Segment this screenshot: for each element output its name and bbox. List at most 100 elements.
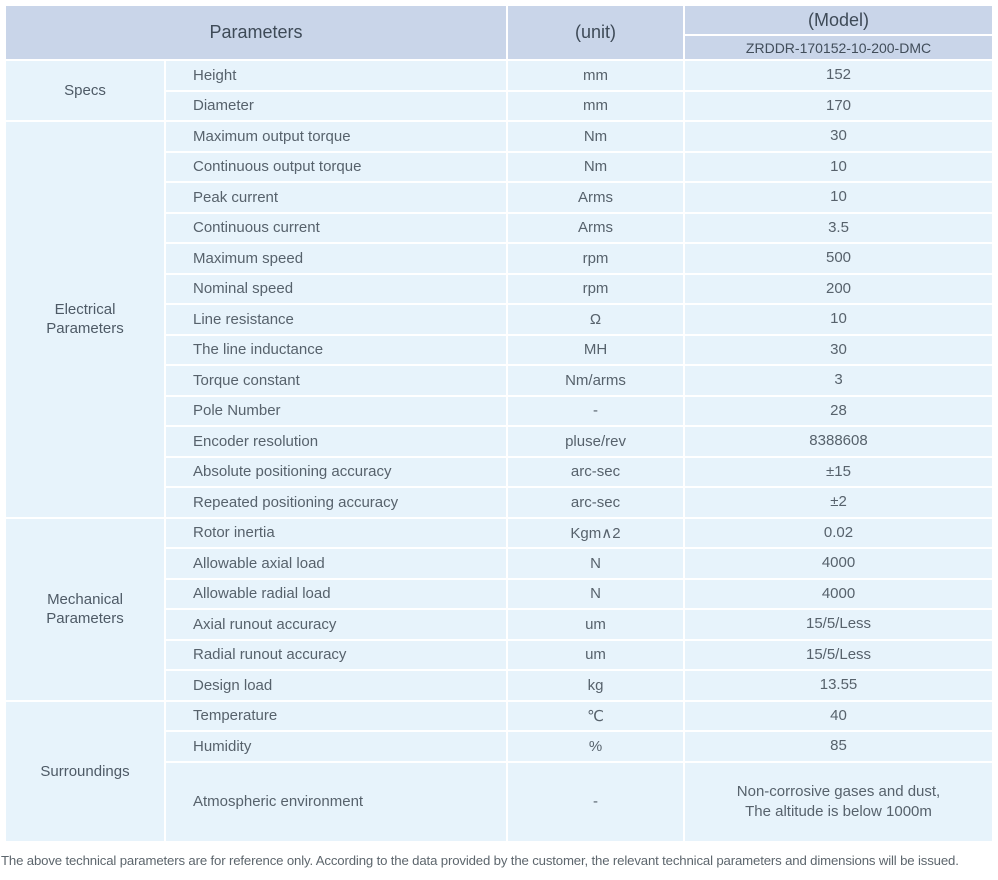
table-row: Continuous current Arms 3.5	[6, 213, 992, 242]
unit-cell: Arms	[508, 213, 684, 242]
value-cell: 10	[685, 305, 992, 334]
value-cell: 10	[685, 152, 992, 181]
name-cell: Encoder resolution	[166, 427, 507, 456]
name-cell: Maximum output torque	[166, 122, 507, 151]
value-cell: 15/5/Less	[685, 640, 992, 669]
name-cell: Continuous output torque	[166, 152, 507, 181]
unit-cell: Arms	[508, 183, 684, 212]
table-row: Absolute positioning accuracy arc-sec ±15	[6, 457, 992, 486]
table-row: Repeated positioning accuracy arc-sec ±2	[6, 488, 992, 517]
value-cell: 15/5/Less	[685, 610, 992, 639]
value-cell: 200	[685, 274, 992, 303]
table-row: Specs Height mm 152	[6, 61, 992, 120]
footnote-text: The above technical parameters are for r…	[1, 853, 959, 868]
name-cell: Allowable axial load	[166, 549, 507, 578]
value-cell: 0.02	[685, 518, 992, 547]
value-cell: 4000	[685, 579, 992, 608]
unit-cell: rpm	[508, 244, 684, 273]
name-cell: The line inductance	[166, 335, 507, 364]
table-row: Pole Number -28	[6, 396, 992, 425]
value-cell: ±15	[685, 457, 992, 486]
value-cell: 3	[685, 366, 992, 395]
unit-cell: um	[508, 610, 684, 639]
name-cell: Temperature	[166, 701, 507, 730]
name-cell: Height	[166, 61, 507, 90]
table-row: Allowable radial load N 4000	[6, 579, 992, 608]
value-cell: 30	[685, 122, 992, 151]
name-cell: Nominal speed	[166, 274, 507, 303]
unit-cell: Nm	[508, 152, 684, 181]
name-cell: Atmospheric environment	[166, 762, 507, 841]
group-cell: Electrical Parameters	[6, 122, 164, 517]
name-cell: Rotor inertia	[166, 518, 507, 547]
unit-cell: um	[508, 640, 684, 669]
value-cell: 170	[685, 91, 992, 120]
unit-cell: Ω	[508, 305, 684, 334]
header-model-number: ZRDDR-170152-10-200-DMC	[685, 36, 992, 59]
name-cell: Axial runout accuracy	[166, 610, 507, 639]
unit-cell: Kgm∧2	[508, 518, 684, 547]
table-row: Design load kg 13.55	[6, 671, 992, 700]
unit-cell: pluse/rev	[508, 427, 684, 456]
group-cell: Specs	[6, 61, 164, 120]
table-row: The line inductance MH 30	[6, 335, 992, 364]
value-cell: 13.55	[685, 671, 992, 700]
name-cell: Absolute positioning accuracy	[166, 457, 507, 486]
unit-cell: -	[508, 762, 684, 841]
value-cell: 500	[685, 244, 992, 273]
unit-cell: ℃	[508, 701, 684, 730]
unit-cell: arc-sec	[508, 488, 684, 517]
table-row: Torque constant Nm/arms 3	[6, 366, 992, 395]
table-row: Continuous output torque Nm 10	[6, 152, 992, 181]
name-cell: Continuous current	[166, 213, 507, 242]
name-cell: Radial runout accuracy	[166, 640, 507, 669]
value-cell: 152	[685, 61, 992, 90]
table-row: Radial runout accuracy um 15/5/Less	[6, 640, 992, 669]
table-row: Atmospheric environment - Non-corrosive ga…	[6, 762, 992, 841]
unit-cell: -	[508, 396, 684, 425]
unit-cell: mm	[508, 61, 684, 90]
name-cell: Diameter	[166, 91, 507, 120]
header-parameters: Parameters	[6, 6, 507, 59]
table-header: Parameters (unit) (Model) ZRDDR-170152-1…	[6, 6, 992, 59]
name-cell: Pole Number	[166, 396, 507, 425]
name-cell: Torque constant	[166, 366, 507, 395]
value-cell: 85	[685, 732, 992, 761]
group-cell: Mechanical Parameters	[6, 518, 164, 700]
value-cell: 10	[685, 183, 992, 212]
table-row: Mechanical Parameters Rotor inertia Kgm∧2 0…	[6, 518, 992, 700]
name-cell: Maximum speed	[166, 244, 507, 273]
unit-cell: Nm	[508, 122, 684, 151]
table-body: Specs Height mm 152 Diameter mm 170 Electrical …	[6, 61, 992, 841]
unit-cell: MH	[508, 335, 684, 364]
value-cell: 3.5	[685, 213, 992, 242]
value-cell: 8388608	[685, 427, 992, 456]
unit-cell: arc-sec	[508, 457, 684, 486]
name-cell: Repeated positioning accuracy	[166, 488, 507, 517]
name-cell: Design load	[166, 671, 507, 700]
name-cell: Allowable radial load	[166, 579, 507, 608]
unit-cell: Nm/arms	[508, 366, 684, 395]
unit-cell: N	[508, 579, 684, 608]
name-cell: Line resistance	[166, 305, 507, 334]
table-row: Humidity% 85	[6, 732, 992, 761]
value-cell: 40	[685, 701, 992, 730]
table-row: Maximum speed rpm 500	[6, 244, 992, 273]
table-row: Line resistance Ω 10	[6, 305, 992, 334]
table-row: Peak current Arms 10	[6, 183, 992, 212]
table-row: Encoder resolution pluse/rev 8388608	[6, 427, 992, 456]
value-cell: 30	[685, 335, 992, 364]
name-cell: Peak current	[166, 183, 507, 212]
value-cell: 28	[685, 396, 992, 425]
table-row: Electrical Parameters Maximum output torq…	[6, 122, 992, 517]
table-row: Diameter mm 170	[6, 91, 992, 120]
spec-table: Parameters (unit) (Model) ZRDDR-170152-1…	[4, 4, 994, 843]
unit-cell: kg	[508, 671, 684, 700]
header-unit: (unit)	[508, 6, 684, 59]
unit-cell: N	[508, 549, 684, 578]
group-cell: Surroundings	[6, 701, 164, 841]
unit-cell: %	[508, 732, 684, 761]
value-cell: Non-corrosive gases and dust, The altitu…	[685, 762, 992, 841]
unit-cell: mm	[508, 91, 684, 120]
